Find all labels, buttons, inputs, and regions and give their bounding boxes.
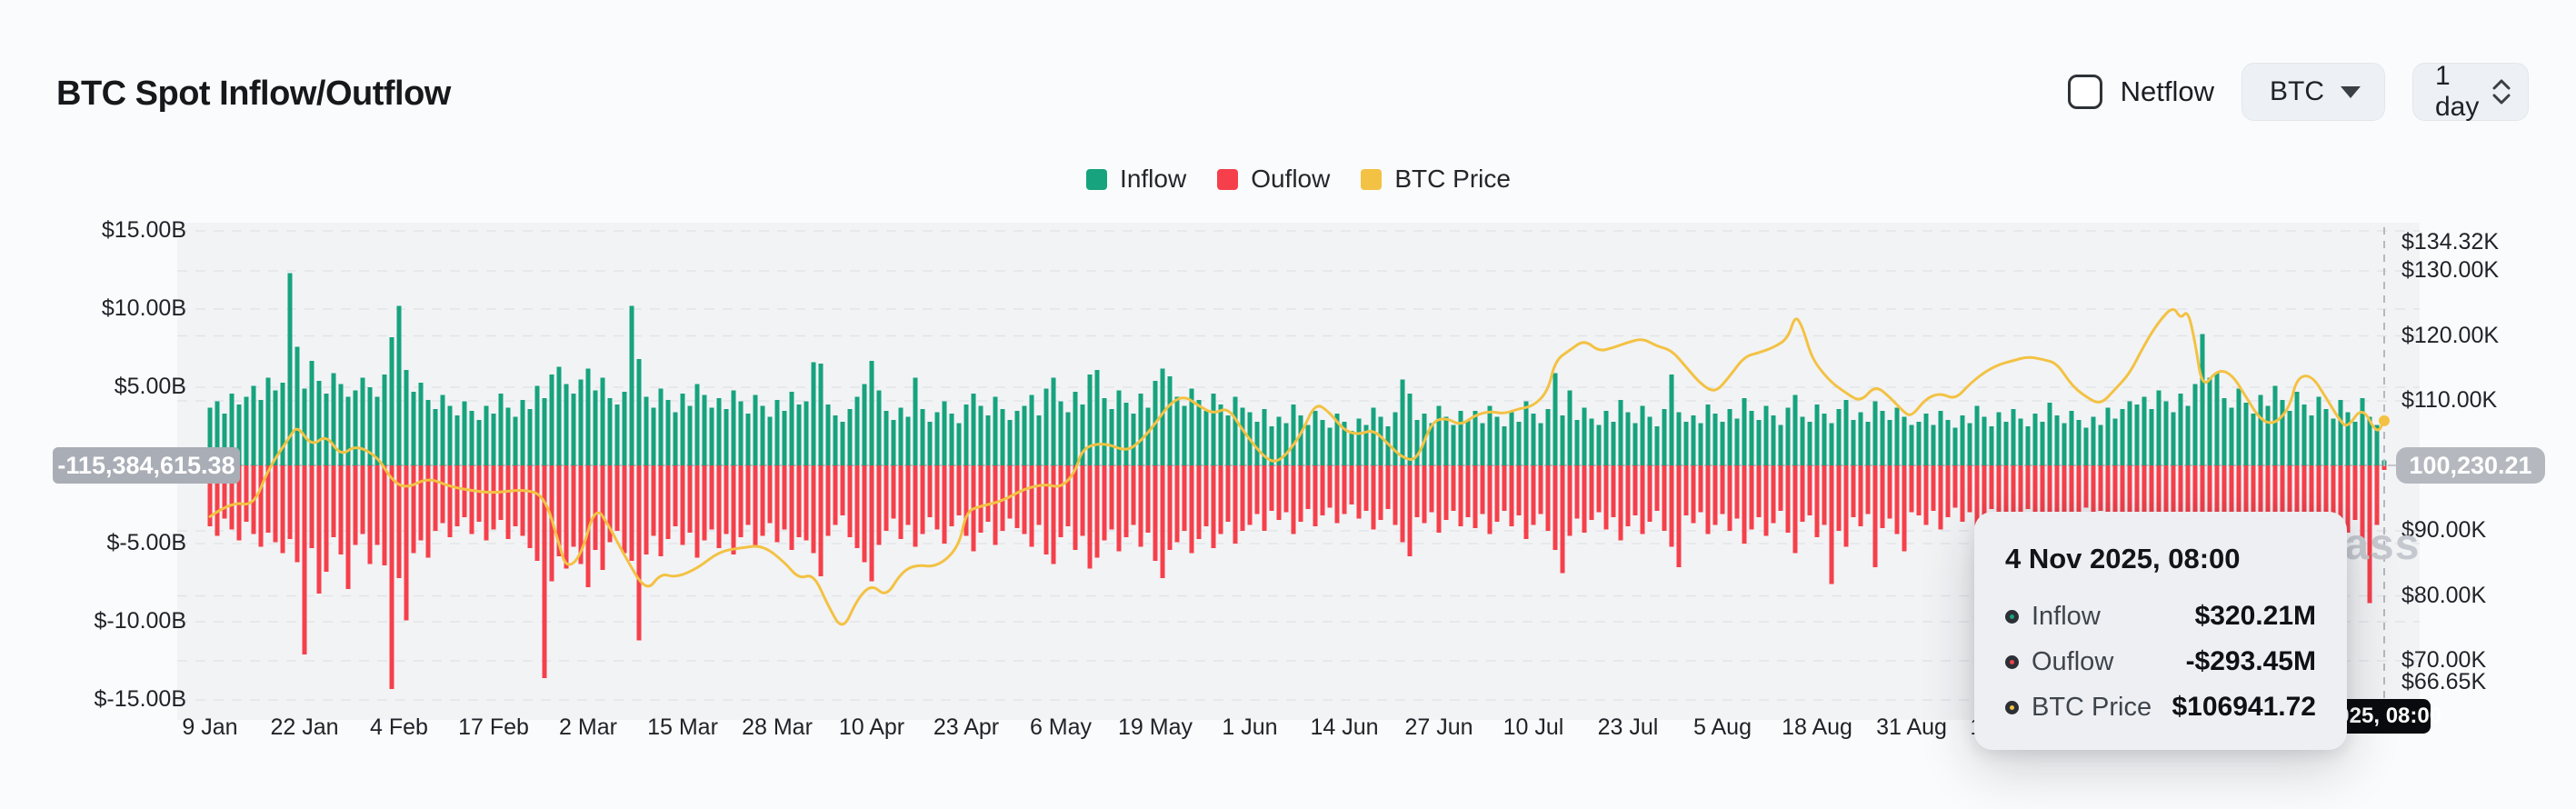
crosshair-left-value-badge: -115,384,615.38 [53, 447, 240, 484]
tooltip-row-value: $320.21M [2195, 601, 2316, 632]
tooltip-row-btc-price: BTC Price $106941.72 [2005, 692, 2316, 723]
x-axis-tick: 23 Apr [934, 714, 999, 741]
tooltip-row-ouflow: Ouflow -$293.45M [2005, 646, 2316, 677]
x-axis-tick: 5 Aug [1693, 714, 1752, 741]
x-axis-tick: 1 Jun [1222, 714, 1277, 741]
x-axis-tick: 22 Jan [270, 714, 338, 741]
tooltip-row-label: BTC Price [2032, 693, 2152, 723]
x-axis-tick: 19 May [1118, 714, 1193, 741]
x-axis-tick: 27 Jun [1404, 714, 1473, 741]
x-axis-tick: 10 Apr [839, 714, 904, 741]
inflow-dot-icon [2005, 610, 2019, 624]
tooltip-row-label: Inflow [2032, 602, 2101, 632]
tooltip-row-value: -$293.45M [2186, 646, 2316, 677]
x-axis-tick: 28 Mar [742, 714, 813, 741]
crosshair-right-value-badge: 100,230.21 [2396, 447, 2545, 484]
tooltip-date: 4 Nov 2025, 08:00 [2005, 543, 2316, 575]
tooltip-row-value: $106941.72 [2172, 692, 2317, 723]
x-axis-tick: 15 Mar [647, 714, 718, 741]
btc-price-dot-icon [2005, 701, 2019, 714]
x-axis-tick: 9 Jan [182, 714, 237, 741]
x-axis-tick: 2 Mar [559, 714, 617, 741]
x-axis-tick: 10 Jul [1503, 714, 1564, 741]
x-axis-tick: 17 Feb [458, 714, 529, 741]
x-axis-tick: 18 Aug [1782, 714, 1852, 741]
chart-tooltip: 4 Nov 2025, 08:00 Inflow $320.21M Ouflow… [1974, 512, 2347, 750]
x-axis-tick: 4 Feb [370, 714, 428, 741]
x-axis-tick: 31 Aug [1876, 714, 1947, 741]
x-axis-tick: 23 Jul [1598, 714, 1659, 741]
x-axis-tick: 14 Jun [1310, 714, 1378, 741]
x-axis-tick: 6 May [1030, 714, 1092, 741]
outflow-dot-icon [2005, 655, 2019, 669]
tooltip-row-inflow: Inflow $320.21M [2005, 601, 2316, 632]
btc-spot-inflow-outflow-page: BTC Spot Inflow/Outflow Netflow BTC 1 da… [0, 0, 2576, 809]
tooltip-row-label: Ouflow [2032, 647, 2113, 677]
